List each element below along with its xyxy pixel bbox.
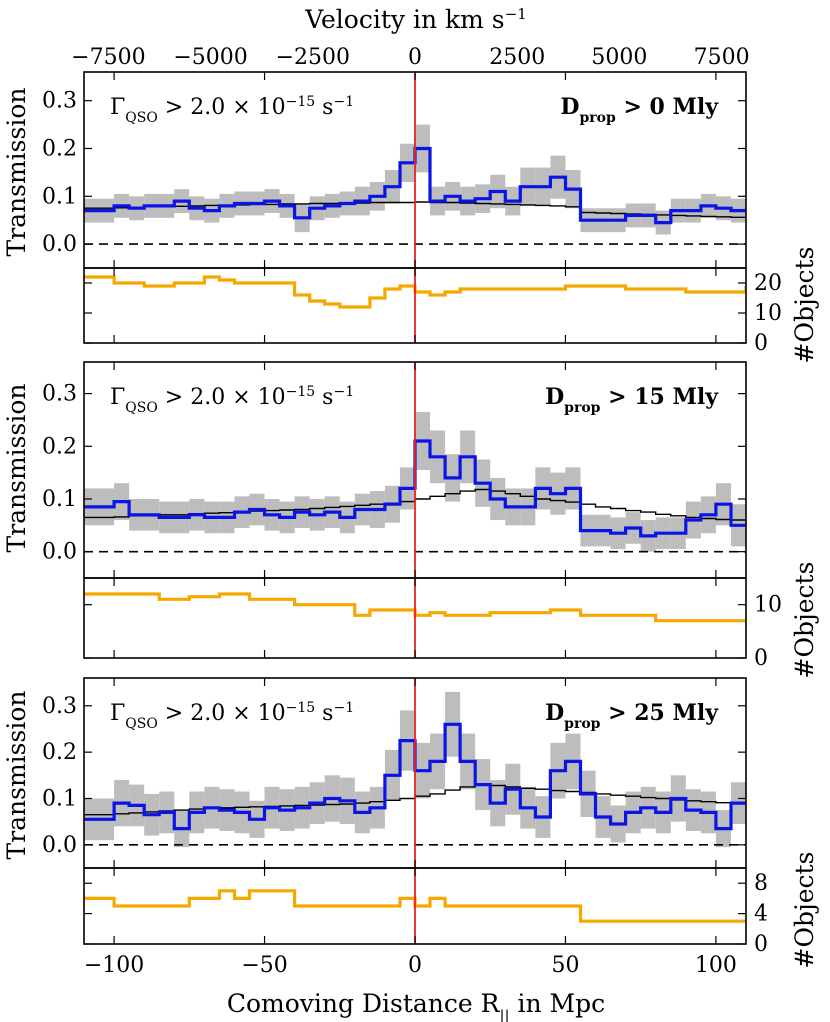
gamma-annotation: ΓQSO > 2.0 × 10−15 s−1: [110, 384, 354, 416]
y-tick-label: 0.3: [42, 382, 77, 407]
observed-line: [84, 722, 746, 831]
y-axis-label: Transmission: [2, 384, 31, 553]
objects-axis-label: #Objects: [790, 247, 819, 364]
y-tick-label: 0.1: [42, 184, 77, 209]
objects-tick-label: 0: [754, 646, 768, 671]
y-tick-label: 0.2: [42, 740, 77, 765]
objects-line: [84, 592, 746, 623]
velocity-tick-label: 2500: [489, 45, 545, 70]
panel-3: 0.0 0.1 0.2 0.3 Transmission ΓQSO > 2.0 × 10−…: [2, 677, 819, 969]
panels: 0.0 0.1 0.2 0.3 Transmission ΓQSO > 2.0 × 10−…: [2, 71, 819, 969]
dprop-annotation: Dprop > 15 Mly: [545, 384, 719, 416]
dprop-annotation: Dprop > 25 Mly: [545, 700, 719, 732]
objects-plot-area: [84, 889, 746, 923]
distance-axis-label: Comoving Distance R|| in Mpc: [227, 989, 605, 1022]
velocity-axis-label: Velocity in km s−1: [304, 5, 527, 34]
gamma-annotation: ΓQSO > 2.0 × 10−15 s−1: [110, 94, 354, 126]
objects-tick-label: 10: [754, 301, 782, 326]
objects-tick-label: 8: [754, 871, 768, 896]
velocity-tick-label: −2500: [276, 45, 350, 70]
panel-1: 0.0 0.1 0.2 0.3 Transmission ΓQSO > 2.0 × 10−…: [2, 71, 819, 364]
velocity-tick-label: 5000: [591, 45, 647, 70]
objects-tick-label: 0: [754, 331, 768, 356]
y-tick-label: 0.0: [42, 833, 77, 858]
distance-tick-label: 100: [695, 953, 737, 978]
y-axis-label: Transmission: [2, 691, 31, 860]
panel-2: 0.0 0.1 0.2 0.3 Transmission ΓQSO > 2.0 × 10−…: [2, 361, 819, 679]
distance-tick-label: −50: [241, 953, 287, 978]
y-tick-label: 0.3: [42, 694, 77, 719]
objects-tick-label: 20: [754, 271, 782, 296]
y-tick-label: 0.3: [42, 89, 77, 114]
distance-tick-label: 0: [408, 953, 422, 978]
observed-line: [84, 439, 746, 538]
distance-axis: −100 −50 0 50 100: [84, 953, 737, 978]
objects-line: [84, 889, 746, 923]
objects-tick-label: 4: [754, 902, 768, 927]
objects-line: [84, 275, 746, 309]
velocity-tick-label: 7500: [694, 45, 750, 70]
objects-axis-label: #Objects: [790, 562, 819, 679]
panel-2-plot-area: [84, 412, 746, 553]
distance-tick-label: −100: [84, 953, 144, 978]
objects-tick-label: 0: [754, 932, 768, 957]
panel-3-plot-area: [84, 691, 746, 848]
velocity-tick-label: −7500: [71, 45, 145, 70]
velocity-tick-label: 0: [408, 45, 422, 70]
y-tick-label: 0.2: [42, 434, 77, 459]
y-tick-label: 0.0: [42, 232, 77, 257]
y-tick-label: 0.1: [42, 786, 77, 811]
panel-1-plot-area: [84, 124, 746, 245]
objects-plot-area: [84, 275, 746, 309]
y-axis-label: Transmission: [2, 88, 31, 257]
velocity-axis: −7500 −5000 −2500 0 2500 5000 7500: [71, 45, 749, 70]
objects-tick-label: 10: [754, 593, 782, 618]
y-tick-label: 0.2: [42, 136, 77, 161]
objects-plot-area: [84, 592, 746, 623]
y-tick-label: 0.0: [42, 540, 77, 565]
gamma-annotation: ΓQSO > 2.0 × 10−15 s−1: [110, 700, 354, 732]
dprop-annotation: Dprop > 0 Mly: [560, 94, 719, 126]
velocity-tick-label: −5000: [173, 45, 247, 70]
distance-tick-label: 50: [551, 953, 579, 978]
y-tick-label: 0.1: [42, 487, 77, 512]
objects-axis-label: #Objects: [790, 852, 819, 969]
